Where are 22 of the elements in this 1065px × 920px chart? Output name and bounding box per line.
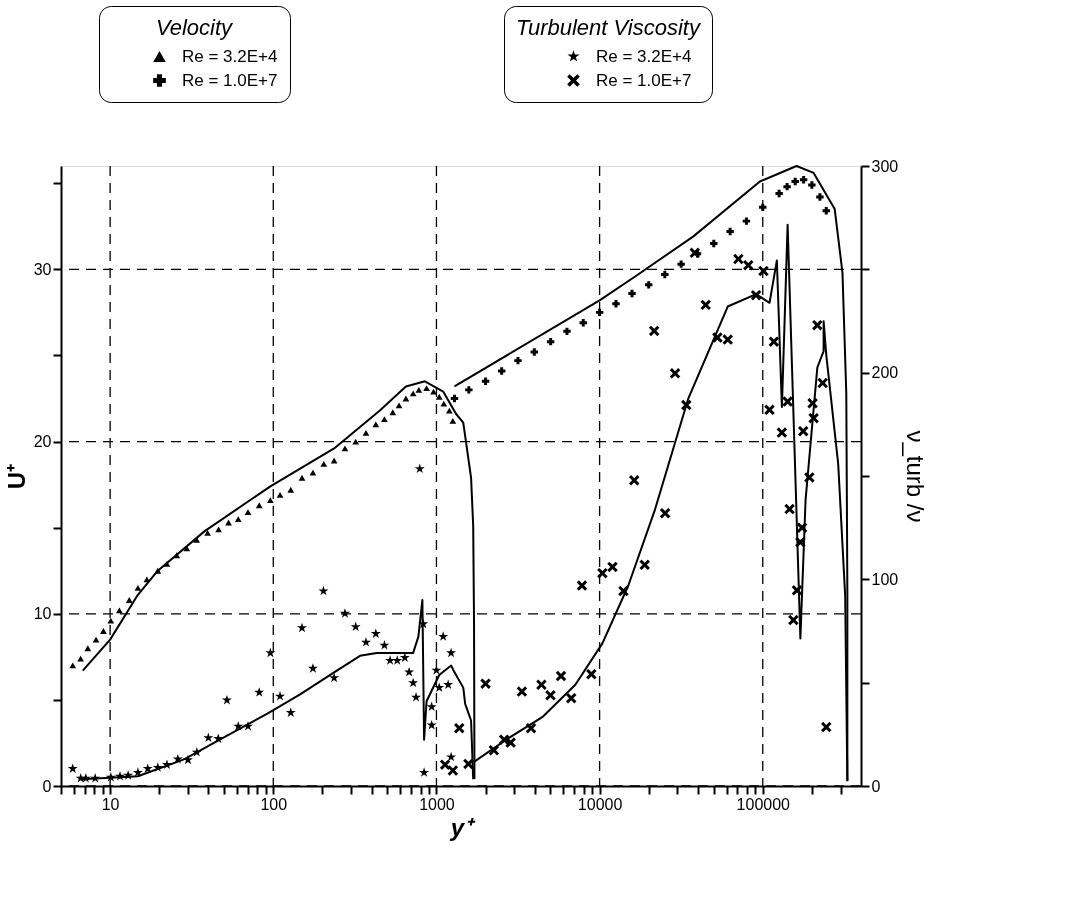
x-axis-title: y⁺: [449, 813, 477, 841]
legend-title: Velocity: [155, 15, 235, 40]
legend-label: Re = 1.0E+7: [182, 70, 278, 90]
y2-tick-label: 100: [871, 570, 899, 588]
legend-label: Re = 3.2E+4: [182, 46, 278, 66]
legend-label: Re = 1.0E+7: [596, 70, 692, 90]
x-tick-label: 1000: [419, 795, 455, 813]
y2-tick-label: 300: [871, 157, 899, 175]
y-axis-title: U⁺: [2, 463, 30, 490]
legend-label: Re = 3.2E+4: [596, 46, 692, 66]
x-tick-label: 10000: [577, 795, 623, 813]
x-tick-label: 10: [101, 795, 120, 813]
y-tick-label: 10: [33, 605, 52, 623]
text: Turbulent Viscosity: [516, 15, 702, 40]
y-tick-label: 20: [33, 433, 52, 451]
y2-tick-label: 0: [871, 777, 881, 795]
y2-axis-title: ν_turb /ν: [902, 430, 930, 523]
x-tick-label: 100000: [736, 795, 791, 813]
y-tick-label: 30: [33, 260, 52, 278]
y-tick-label: 0: [42, 777, 52, 795]
y2-tick-label: 200: [871, 364, 899, 382]
x-tick-label: 100: [260, 795, 288, 813]
